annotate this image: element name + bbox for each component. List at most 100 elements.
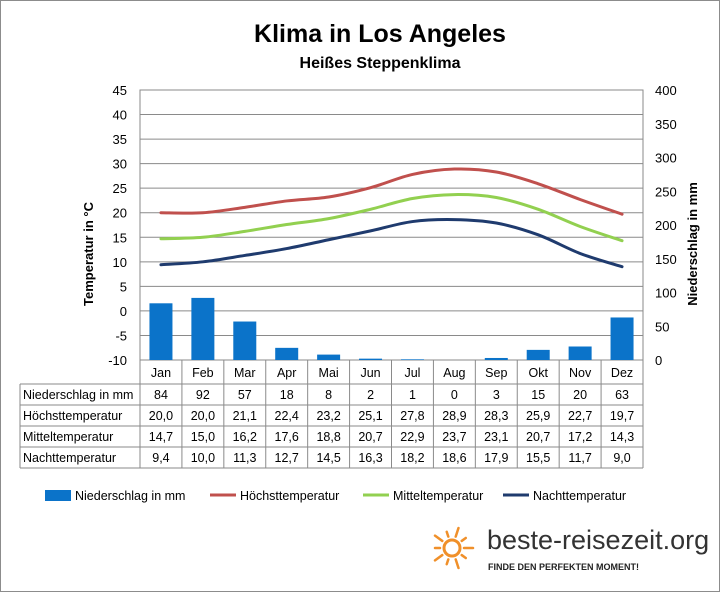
sun-icon — [433, 526, 475, 570]
legend-label: Höchsttemperatur — [240, 489, 339, 503]
y-tick-left: -5 — [115, 328, 127, 343]
table-cell: 18 — [280, 388, 294, 402]
table-cell: 28,9 — [442, 409, 466, 423]
sun-ray — [445, 530, 450, 538]
table-cell: 20 — [573, 388, 587, 402]
brand-slogan: FINDE DEN PERFEKTEN MOMENT! — [488, 562, 639, 572]
table-cell: 9,0 — [613, 451, 630, 465]
table-cell: 15,5 — [526, 451, 550, 465]
table-row-label: Mitteltemperatur — [23, 430, 113, 444]
table-cell: 57 — [238, 388, 252, 402]
y-tick-right: 400 — [655, 83, 677, 98]
sun-core — [442, 538, 462, 558]
table-cell: 20,0 — [149, 409, 173, 423]
table-cell: 11,7 — [568, 451, 591, 465]
legend-label: Niederschlag in mm — [75, 489, 185, 503]
table-cell: 15 — [531, 388, 545, 402]
table-cell: 11,3 — [233, 451, 256, 465]
x-tick-label: Jul — [404, 366, 420, 380]
table-cell: 20,7 — [358, 430, 382, 444]
table-cell: 9,4 — [152, 451, 169, 465]
sun-ray — [445, 558, 450, 566]
y-tick-left: 25 — [113, 181, 127, 196]
brand-name: beste-reisezeit.org — [487, 525, 709, 555]
y-tick-left: 35 — [113, 132, 127, 147]
y-tick-right: 50 — [655, 319, 669, 334]
x-tick-label: Aug — [443, 366, 465, 380]
legend-swatch-precipitation — [45, 490, 71, 501]
x-tick-label: Okt — [528, 366, 548, 380]
x-tick-label: Jun — [360, 366, 380, 380]
x-tick-label: Nov — [569, 366, 592, 380]
table-cell: 14,7 — [149, 430, 173, 444]
table-cell: 1 — [409, 388, 416, 402]
table-cell: 20,7 — [526, 430, 550, 444]
sun-ray — [433, 553, 444, 562]
chart-subtitle: Heißes Steppenklima — [300, 55, 461, 72]
table-cell: 0 — [451, 388, 458, 402]
temperature-lines — [159, 167, 624, 269]
table-cell: 22,4 — [275, 409, 299, 423]
precipitation-bars — [149, 297, 634, 360]
chart-title: Klima in Los Angeles — [254, 20, 506, 48]
x-tick-label: Mai — [319, 366, 339, 380]
table-cell: 18,6 — [442, 451, 466, 465]
y-tick-right: 0 — [655, 353, 662, 368]
data-table: Jan Feb Mar Apr Mai Jun Jul Aug Sep Okt Nov Dez Nied… — [19, 360, 644, 469]
table-cell: 22,7 — [568, 409, 592, 423]
legend-label: Nachttemperatur — [533, 489, 626, 503]
y-tick-right: 200 — [655, 218, 677, 233]
table-cell: 15,0 — [191, 430, 215, 444]
table-cell: 10,0 — [191, 451, 215, 465]
x-tick-label: Feb — [192, 366, 214, 380]
precipitation-bar — [191, 297, 215, 360]
table-cell: 23,1 — [484, 430, 508, 444]
table-cell: 17,9 — [484, 451, 508, 465]
y-tick-right: 100 — [655, 286, 677, 301]
line-höchsttemperatur — [159, 167, 624, 216]
y-tick-left: 45 — [113, 83, 127, 98]
table-cell: 84 — [154, 388, 168, 402]
table-row-label: Niederschlag in mm — [23, 388, 133, 402]
table-cell: 25,1 — [358, 409, 382, 423]
table-cell: 17,6 — [275, 430, 299, 444]
precipitation-bar — [359, 358, 383, 360]
line-nachttemperatur — [159, 218, 624, 269]
y-tick-right: 300 — [655, 151, 677, 166]
table-cell: 18,8 — [316, 430, 340, 444]
table-row-label: Nachttemperatur — [23, 451, 116, 465]
table-cell: 18,2 — [400, 451, 424, 465]
table-cell: 14,3 — [610, 430, 634, 444]
table-cell: 23,7 — [442, 430, 466, 444]
sun-ray — [460, 553, 468, 560]
x-tick-label: Jan — [151, 366, 171, 380]
table-cell: 28,3 — [484, 409, 508, 423]
y-tick-left: 10 — [113, 255, 127, 270]
right-axis-ticks: 400 350 300 250 200 150 100 50 0 — [655, 83, 677, 368]
y-tick-left: 0 — [120, 304, 127, 319]
table-cell: 2 — [367, 388, 374, 402]
table-cell: 16,3 — [358, 451, 382, 465]
x-tick-label: Sep — [485, 366, 507, 380]
y-tick-right: 150 — [655, 252, 677, 267]
left-axis-ticks: 45 40 35 30 25 20 15 10 5 0 -5 -10 — [108, 83, 127, 368]
table-cell: 27,8 — [400, 409, 424, 423]
y-tick-left: -10 — [108, 353, 127, 368]
precipitation-bar — [233, 321, 257, 360]
sun-ray — [433, 534, 444, 543]
table-cell: 21,1 — [233, 409, 257, 423]
y-tick-left: 30 — [113, 157, 127, 172]
table-cell: 8 — [325, 388, 332, 402]
table-cell: 12,7 — [275, 451, 299, 465]
table-cell: 63 — [615, 388, 629, 402]
precipitation-bar — [526, 349, 550, 360]
y-axis-label-left: Temperatur in °C — [81, 201, 96, 306]
table-cell: 3 — [493, 388, 500, 402]
table-cell: 22,9 — [400, 430, 424, 444]
x-tick-label: Dez — [611, 366, 633, 380]
x-tick-label: Apr — [277, 366, 296, 380]
table-cell: 25,9 — [526, 409, 550, 423]
y-tick-right: 350 — [655, 117, 677, 132]
